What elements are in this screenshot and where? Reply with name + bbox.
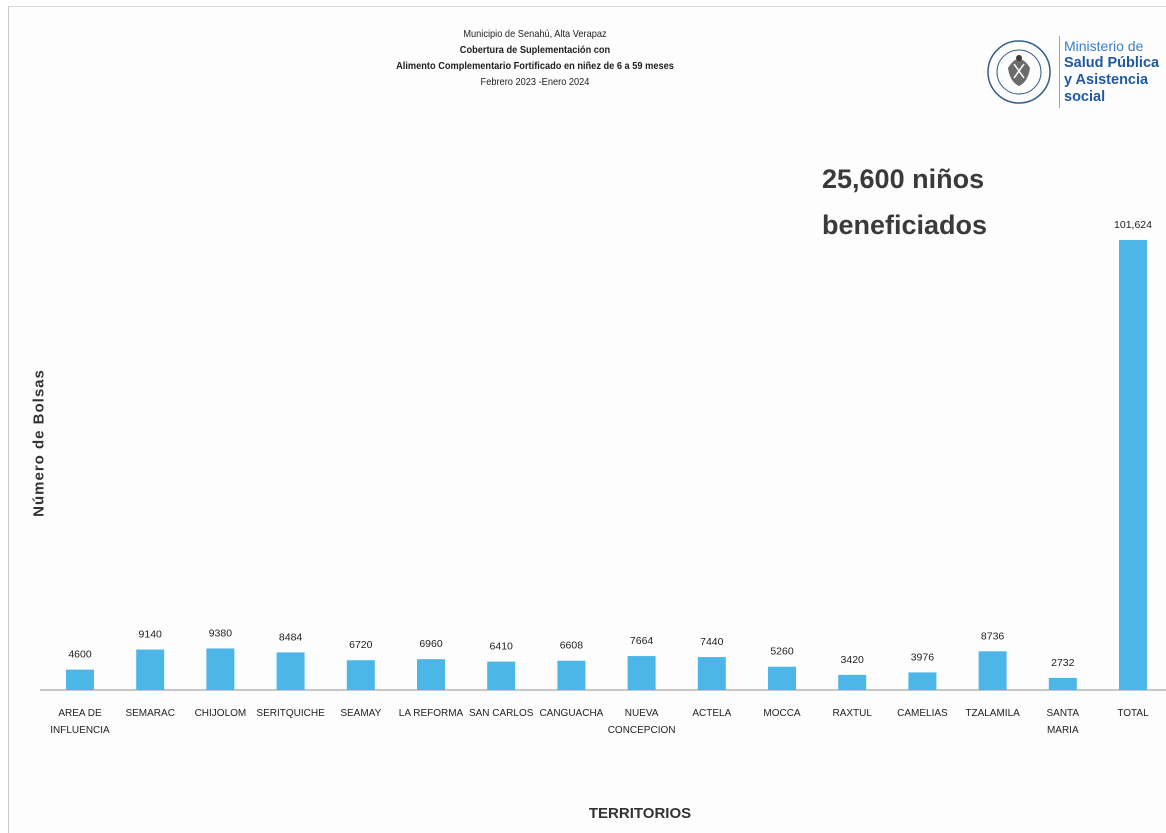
category-label: ACTELA bbox=[692, 708, 731, 719]
category-label: INFLUENCIA bbox=[50, 725, 110, 736]
logo-divider bbox=[1059, 36, 1060, 108]
x-axis-label: TERRITORIOS bbox=[588, 805, 692, 822]
bar bbox=[417, 659, 445, 690]
category-label: CANGUACHA bbox=[539, 708, 603, 719]
beneficiaries-annotation: 25,600 niños beneficiados bbox=[822, 156, 987, 248]
category-label: SANTA bbox=[1046, 708, 1079, 719]
bar bbox=[276, 652, 305, 690]
category-label: SEMARAC bbox=[125, 708, 174, 719]
header-title: Cobertura de Suplementación con bbox=[459, 44, 611, 56]
logo-line-3: y Asistencia bbox=[1064, 72, 1149, 88]
category-label: MOCCA bbox=[763, 708, 801, 719]
category-label: SERITQUICHE bbox=[256, 708, 325, 719]
data-label: 7664 bbox=[630, 635, 654, 647]
bar bbox=[206, 648, 235, 690]
category-label: AREA DE bbox=[58, 708, 102, 719]
chart-header: Municipio de Senahú, Alta Verapaz Cobert… bbox=[290, 26, 780, 90]
logo-line-1: Ministerio de bbox=[1064, 38, 1144, 54]
category-label: LA REFORMA bbox=[399, 708, 464, 719]
data-label: 5260 bbox=[770, 646, 794, 658]
category-label: SEAMAY bbox=[340, 708, 381, 719]
coat-of-arms-seal-icon bbox=[987, 40, 1051, 104]
data-label: 6608 bbox=[560, 640, 584, 652]
data-label: 101,624 bbox=[1114, 219, 1152, 231]
ministry-name: Ministerio de Salud Pública y Asistencia… bbox=[1064, 38, 1159, 106]
category-label: MARIA bbox=[1047, 725, 1079, 736]
bar bbox=[66, 669, 94, 690]
bar bbox=[697, 657, 726, 690]
bar bbox=[557, 660, 586, 690]
header-municipality: Municipio de Senahú, Alta Verapaz bbox=[463, 28, 607, 40]
category-label: CONCEPCION bbox=[608, 725, 676, 736]
bar bbox=[978, 651, 1007, 690]
data-label: 8736 bbox=[981, 630, 1005, 642]
data-label: 3420 bbox=[841, 654, 865, 666]
category-label: CAMELIAS bbox=[897, 708, 948, 719]
data-label: 6720 bbox=[349, 639, 373, 651]
data-label: 6960 bbox=[419, 638, 443, 650]
data-label: 9140 bbox=[139, 629, 163, 641]
annotation-line-1: 25,600 niños bbox=[822, 164, 985, 194]
bar bbox=[768, 666, 796, 690]
bar bbox=[838, 674, 867, 690]
data-label: 4600 bbox=[68, 649, 92, 661]
annotation-line-2: beneficiados bbox=[822, 210, 988, 240]
category-label: TZALAMILA bbox=[965, 708, 1020, 719]
header-period: Febrero 2023 -Enero 2024 bbox=[480, 76, 590, 88]
category-label: SAN CARLOS bbox=[469, 708, 534, 719]
bar bbox=[1119, 240, 1147, 690]
bar bbox=[627, 656, 656, 690]
category-label: NUEVA bbox=[625, 708, 659, 719]
category-label: TOTAL bbox=[1117, 708, 1149, 719]
data-label: 9380 bbox=[209, 627, 233, 639]
bar bbox=[1048, 677, 1077, 690]
category-label: CHIJOLOM bbox=[195, 708, 247, 719]
bar bbox=[136, 649, 165, 690]
data-label: 2732 bbox=[1051, 657, 1075, 669]
data-label: 6410 bbox=[490, 641, 514, 653]
data-label: 8484 bbox=[279, 631, 303, 643]
category-label: RAXTUL bbox=[832, 708, 872, 719]
bar bbox=[908, 672, 937, 690]
chart-frame bbox=[8, 6, 1166, 833]
logo-line-2: Salud Pública bbox=[1064, 55, 1160, 71]
data-label: 7440 bbox=[700, 636, 724, 648]
logo-line-4: social bbox=[1064, 89, 1106, 105]
bar bbox=[346, 660, 375, 690]
bar bbox=[487, 661, 516, 690]
ministry-logo: Ministerio de Salud Pública y Asistencia… bbox=[984, 28, 1166, 128]
header-subtitle: Alimento Complementario Fortificado en n… bbox=[396, 60, 674, 72]
data-label: 3976 bbox=[911, 651, 935, 663]
